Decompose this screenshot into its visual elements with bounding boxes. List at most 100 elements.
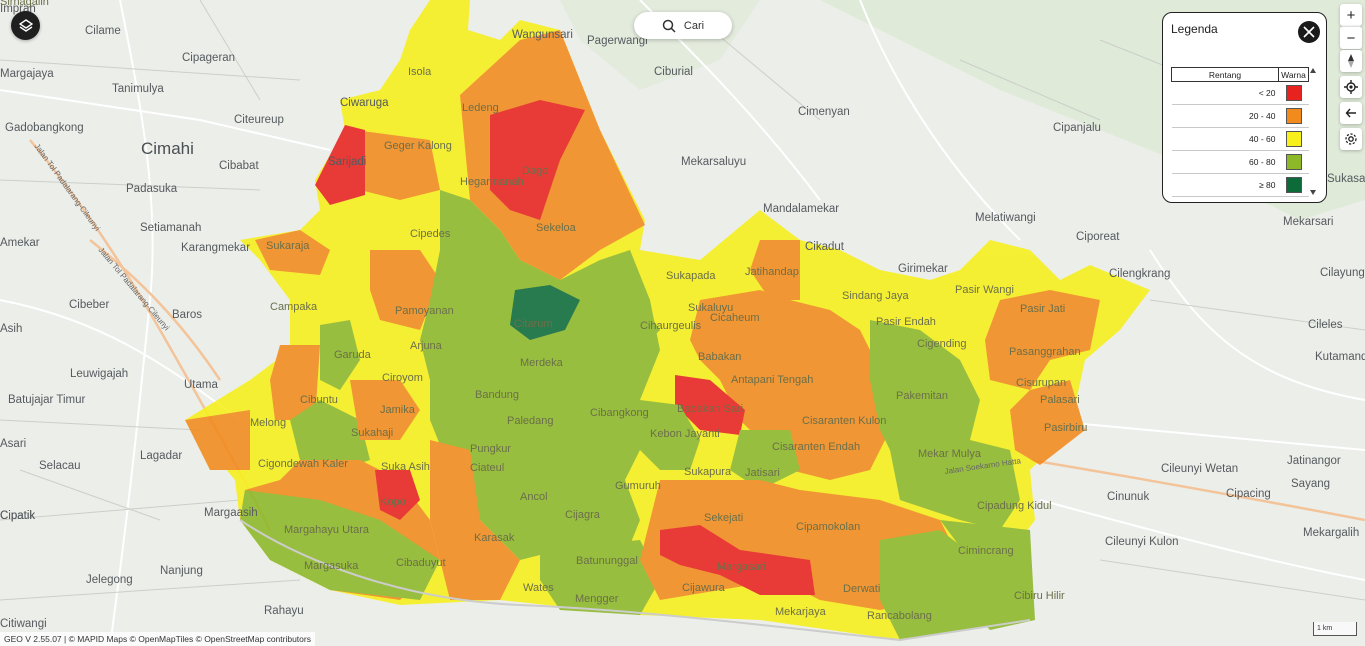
district-label: Dago bbox=[522, 165, 548, 177]
place-label: Utama bbox=[184, 379, 218, 391]
legend-close-button[interactable] bbox=[1298, 21, 1320, 43]
legend-swatch bbox=[1285, 85, 1302, 101]
locate-button[interactable] bbox=[1340, 76, 1362, 98]
district-label: Cibangkong bbox=[590, 407, 649, 419]
district-label: Sukaraja bbox=[266, 240, 310, 252]
place-label: Asari bbox=[0, 438, 26, 450]
place-label: Leuwigajah bbox=[70, 368, 128, 380]
district-label: Pasir Endah bbox=[876, 316, 936, 328]
district-label: Margahayu Utara bbox=[284, 524, 370, 536]
district-label: Cibuntu bbox=[300, 394, 338, 406]
district-label: Rancabolang bbox=[867, 610, 932, 622]
legend-swatch bbox=[1285, 177, 1302, 193]
place-label: Mekarsaluyu bbox=[681, 156, 746, 168]
district-label: Cimincrang bbox=[958, 545, 1014, 557]
place-label: Sukasari bbox=[1327, 173, 1365, 185]
legend-swatch bbox=[1285, 108, 1302, 124]
place-label: Kutamandiri bbox=[1315, 351, 1365, 363]
place-label: Tanimulya bbox=[112, 83, 164, 95]
district-label: Ciateul bbox=[470, 462, 504, 474]
scroll-up-icon[interactable] bbox=[1310, 68, 1316, 73]
place-label: Cinunuk bbox=[1107, 491, 1149, 503]
place-label: Margaasih bbox=[204, 507, 258, 519]
place-label: Ciwaruga bbox=[340, 97, 389, 109]
district-label: Sindang Jaya bbox=[842, 290, 910, 302]
place-label: Jelegong bbox=[86, 574, 133, 586]
place-label: Rahayu bbox=[264, 605, 304, 617]
district-label: Karasak bbox=[474, 532, 515, 544]
map-attribution: GEO V 2.55.07 | © MAPID Maps © OpenMapTi… bbox=[0, 632, 315, 646]
legend-swatch bbox=[1285, 154, 1302, 170]
district-label: Gumuruh bbox=[615, 480, 661, 492]
district-label: Cisaranten Endah bbox=[772, 441, 860, 453]
place-label: Ciporeat bbox=[1076, 231, 1120, 243]
plus-icon: + bbox=[1346, 6, 1356, 24]
district-label: Babakan Sari bbox=[677, 403, 743, 415]
legend-panel: Legenda Rentang Warna < 20 20 - 40 40 - 60… bbox=[1162, 12, 1327, 203]
legend-color-cell bbox=[1278, 173, 1309, 197]
back-button[interactable] bbox=[1340, 102, 1362, 124]
place-label: Cikadut bbox=[805, 241, 845, 253]
place-label: Cibeber bbox=[69, 299, 109, 311]
district-label: Jamika bbox=[380, 404, 416, 416]
district-label: Citarum bbox=[514, 318, 553, 330]
settings-button[interactable] bbox=[1340, 128, 1362, 150]
district-label: Sukaluyu bbox=[688, 302, 733, 314]
district-label: Sukapura bbox=[684, 466, 732, 478]
district-label: Bandung bbox=[475, 389, 519, 401]
legend-row: 20 - 40 bbox=[1171, 104, 1309, 128]
district-label: Hegarmanah bbox=[460, 176, 524, 188]
district-label: Mekarjaya bbox=[775, 606, 827, 618]
district-label: Babakan bbox=[698, 351, 741, 363]
compass-button[interactable] bbox=[1340, 50, 1362, 72]
scroll-down-icon[interactable] bbox=[1310, 190, 1316, 195]
district-label: Isola bbox=[408, 66, 432, 78]
zoom-in-button[interactable]: + bbox=[1340, 4, 1362, 26]
district-label: Pasirbiru bbox=[1044, 422, 1087, 434]
place-label: Cilengkrang bbox=[1109, 268, 1170, 280]
compass-icon bbox=[1348, 54, 1354, 68]
legend-range-label: 40 - 60 bbox=[1171, 127, 1279, 151]
place-label: Citeureup bbox=[234, 114, 284, 126]
legend-row: 60 - 80 bbox=[1171, 150, 1309, 174]
district-label: Cisaranten Kulon bbox=[802, 415, 886, 427]
minus-icon: − bbox=[1346, 29, 1356, 47]
district-label: Palasari bbox=[1040, 394, 1080, 406]
legend-header-range: Rentang bbox=[1171, 67, 1279, 82]
legend-scrollbar[interactable] bbox=[1310, 67, 1318, 197]
place-label: Mandalamekar bbox=[763, 203, 839, 215]
district-label: Mekar Mulya bbox=[918, 448, 982, 460]
place-label: Cipatik bbox=[0, 510, 35, 522]
legend-row: < 20 bbox=[1171, 81, 1309, 105]
arrow-left-icon bbox=[1345, 108, 1356, 118]
place-label: Cipageran bbox=[182, 52, 235, 64]
legend-color-cell bbox=[1278, 104, 1309, 128]
place-label: Cimenyan bbox=[798, 106, 850, 118]
search-button[interactable]: Cari bbox=[634, 12, 732, 39]
district-label: Merdeka bbox=[520, 357, 564, 369]
district-label: Jatihandap bbox=[745, 266, 799, 278]
place-label: Sayang bbox=[1291, 478, 1330, 490]
layers-button[interactable] bbox=[11, 11, 40, 40]
layers-icon bbox=[18, 18, 33, 32]
place-label: Cimahi bbox=[141, 139, 194, 158]
district-label: Mengger bbox=[575, 593, 619, 605]
zoom-out-button[interactable]: − bbox=[1340, 26, 1362, 49]
gear-icon bbox=[1345, 133, 1357, 145]
district-label: Melong bbox=[250, 417, 286, 429]
place-label: Mekarsari bbox=[1283, 216, 1333, 228]
district-label: Ancol bbox=[520, 491, 548, 503]
place-label: Batujajar Timur bbox=[8, 394, 86, 406]
district-label: Cibiru Hilir bbox=[1014, 590, 1065, 602]
district-label: Antapani Tengah bbox=[731, 374, 813, 386]
place-label: Padasuka bbox=[126, 183, 178, 195]
district-label: Garuda bbox=[334, 349, 372, 361]
district-label: Kebon Jayanti bbox=[650, 428, 720, 440]
district-label: Sekejati bbox=[704, 512, 743, 524]
place-label: Baros bbox=[172, 309, 202, 321]
legend-color-cell bbox=[1278, 150, 1309, 174]
place-label: Cipatik bbox=[0, 510, 35, 522]
place-label: Nanjung bbox=[160, 565, 203, 577]
